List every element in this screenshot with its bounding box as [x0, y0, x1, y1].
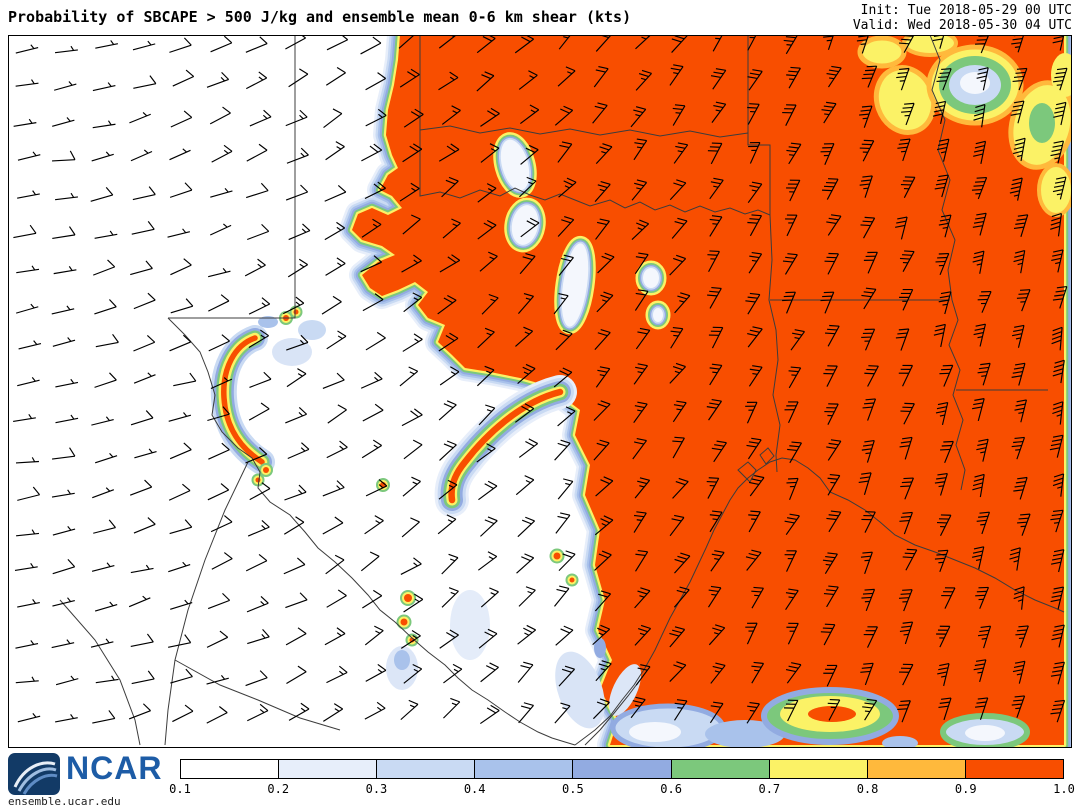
legend-segment [377, 760, 476, 778]
legend-segment [573, 760, 672, 778]
ncar-logo-text: NCAR [66, 750, 163, 786]
valid-timestamp: Valid: Wed 2018-05-30 04 UTC [852, 18, 1072, 33]
probability-field [8, 22, 1079, 758]
legend-tick-label: 0.4 [463, 782, 486, 796]
map-canvas [8, 22, 1079, 758]
map-title: Probability of SBCAPE > 500 J/kg and ens… [8, 8, 632, 26]
site-url: ensemble.ucar.edu [8, 795, 121, 808]
legend-segment [671, 760, 770, 778]
legend-colorbar [180, 759, 1064, 779]
init-timestamp: Init: Tue 2018-05-29 00 UTC [860, 3, 1072, 18]
legend-tick-label: 0.9 [954, 782, 977, 796]
legend-segment [867, 760, 966, 778]
probability-map [8, 22, 1079, 758]
legend-segment [965, 760, 1063, 778]
legend-segment [279, 760, 378, 778]
legend-tick-label: 0.1 [169, 782, 191, 796]
legend-tick-label: 0.3 [365, 782, 388, 796]
legend-tick-label: 0.8 [856, 782, 879, 796]
legend-tick-label: 0.7 [758, 782, 781, 796]
legend-tick-labels: 0.1 0.2 0.3 0.4 0.5 0.6 0.7 0.8 0.9 1.0 [169, 782, 1075, 797]
legend-segment [475, 760, 574, 778]
legend-segment [181, 760, 280, 778]
timestamps: Init: Tue 2018-05-29 00 UTC Valid: Wed 2… [853, 3, 1072, 33]
footer-bar: NCAR ensemble.ucar.edu 0.1 0.2 0.3 0.4 0.5 0.… [0, 748, 1080, 810]
header-bar: Probability of SBCAPE > 500 J/kg and ens… [0, 0, 1080, 34]
legend-segment [769, 760, 868, 778]
legend-tick-label: 1.0 [1053, 782, 1075, 796]
probability-legend: 0.1 0.2 0.3 0.4 0.5 0.6 0.7 0.8 0.9 1.0 [169, 759, 1075, 799]
legend-tick-label: 0.6 [660, 782, 682, 796]
legend-tick-label: 0.5 [562, 782, 584, 796]
legend-tick-label: 0.2 [267, 782, 290, 796]
ncar-logo-icon [8, 753, 60, 795]
